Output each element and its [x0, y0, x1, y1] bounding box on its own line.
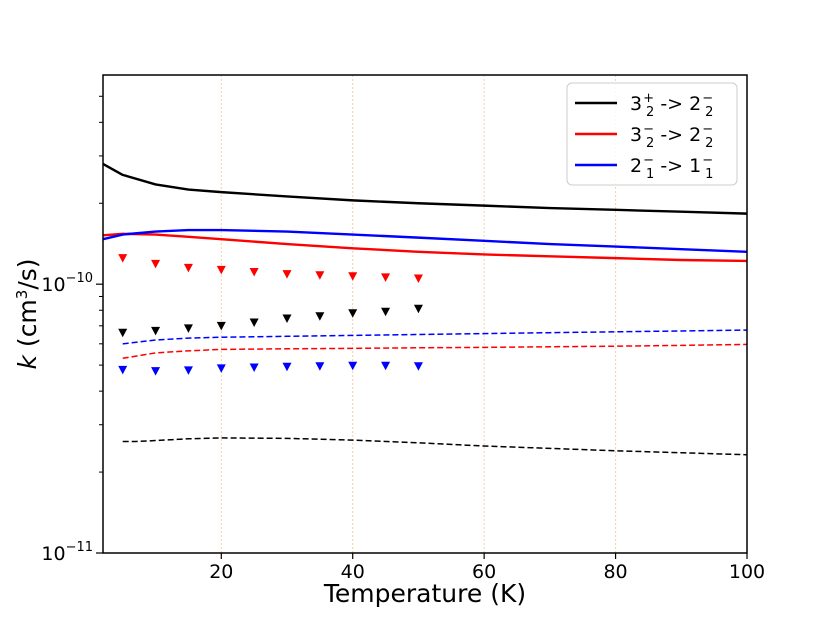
plot-frame [102, 74, 748, 554]
data-series [102, 162, 748, 456]
data-point-marker [151, 326, 161, 336]
data-point-marker [216, 265, 226, 275]
data-point-marker [348, 309, 358, 318]
data-point-marker [249, 267, 259, 277]
series-markers-black [118, 304, 423, 338]
series-solid-black [102, 162, 748, 215]
data-point-marker [282, 362, 292, 372]
data-point-marker [381, 307, 391, 317]
legend-label: 3+ 2 -> 2− 2 [630, 91, 713, 120]
data-point-marker [413, 274, 423, 283]
y-axis-label-exponent: 3 [13, 290, 31, 300]
data-point-marker [249, 318, 259, 328]
series-dashed-black [122, 437, 748, 456]
data-point-marker [216, 321, 226, 331]
data-point-marker [381, 361, 391, 371]
legend-label: 2− 1 -> 1− 1 [630, 153, 713, 182]
y-axis-label-unit-end: /s) [13, 258, 42, 289]
axis-ticks: 20 40 60 80 100 10−11 10−10 [41, 95, 765, 583]
data-point-marker [282, 314, 292, 324]
legend: 3+ 2 -> 2− 23− 2 -> 2− 22− 1 -> 1− 1 [566, 82, 738, 186]
data-point-marker [315, 312, 325, 321]
legend-box [566, 82, 738, 186]
x-tick-label: 40 [341, 561, 365, 583]
series-dashed-red [122, 343, 748, 360]
data-point-marker [348, 272, 358, 281]
series-dashed-blue [122, 329, 748, 345]
y-tick-label: 10−10 [41, 271, 93, 296]
data-point-marker [282, 270, 292, 279]
legend-label: 3− 2 -> 2− 2 [630, 122, 713, 151]
series-markers-blue [118, 361, 423, 376]
data-point-marker [315, 362, 325, 371]
x-axis-label: Temperature (K) [323, 579, 526, 608]
y-axis-label-symbol: k [13, 354, 42, 370]
data-point-marker [413, 304, 423, 314]
y-tick-label: 10−11 [41, 540, 93, 565]
series-solid-blue [102, 228, 748, 253]
data-point-marker [413, 362, 423, 371]
data-point-marker [348, 361, 358, 371]
series-solid-red [102, 232, 748, 263]
data-point-marker [118, 254, 128, 263]
data-point-marker [183, 366, 193, 375]
series-markers-red [118, 254, 423, 283]
data-point-marker [315, 271, 325, 280]
data-point-marker [151, 367, 161, 376]
x-tick-label: 80 [603, 561, 627, 583]
data-point-marker [249, 363, 259, 372]
x-tick-label: 60 [472, 561, 496, 583]
data-point-marker [118, 328, 128, 338]
x-tick-label: 100 [729, 561, 765, 583]
y-axis-label: k (cm3/s) [13, 258, 42, 369]
data-point-marker [183, 263, 193, 273]
data-point-marker [151, 259, 161, 269]
x-tick-label: 20 [209, 561, 233, 583]
data-point-marker [118, 365, 128, 375]
data-point-marker [216, 364, 226, 373]
y-axis-label-unit: (cm [13, 299, 42, 347]
data-point-marker [183, 324, 193, 333]
data-point-marker [381, 273, 391, 282]
